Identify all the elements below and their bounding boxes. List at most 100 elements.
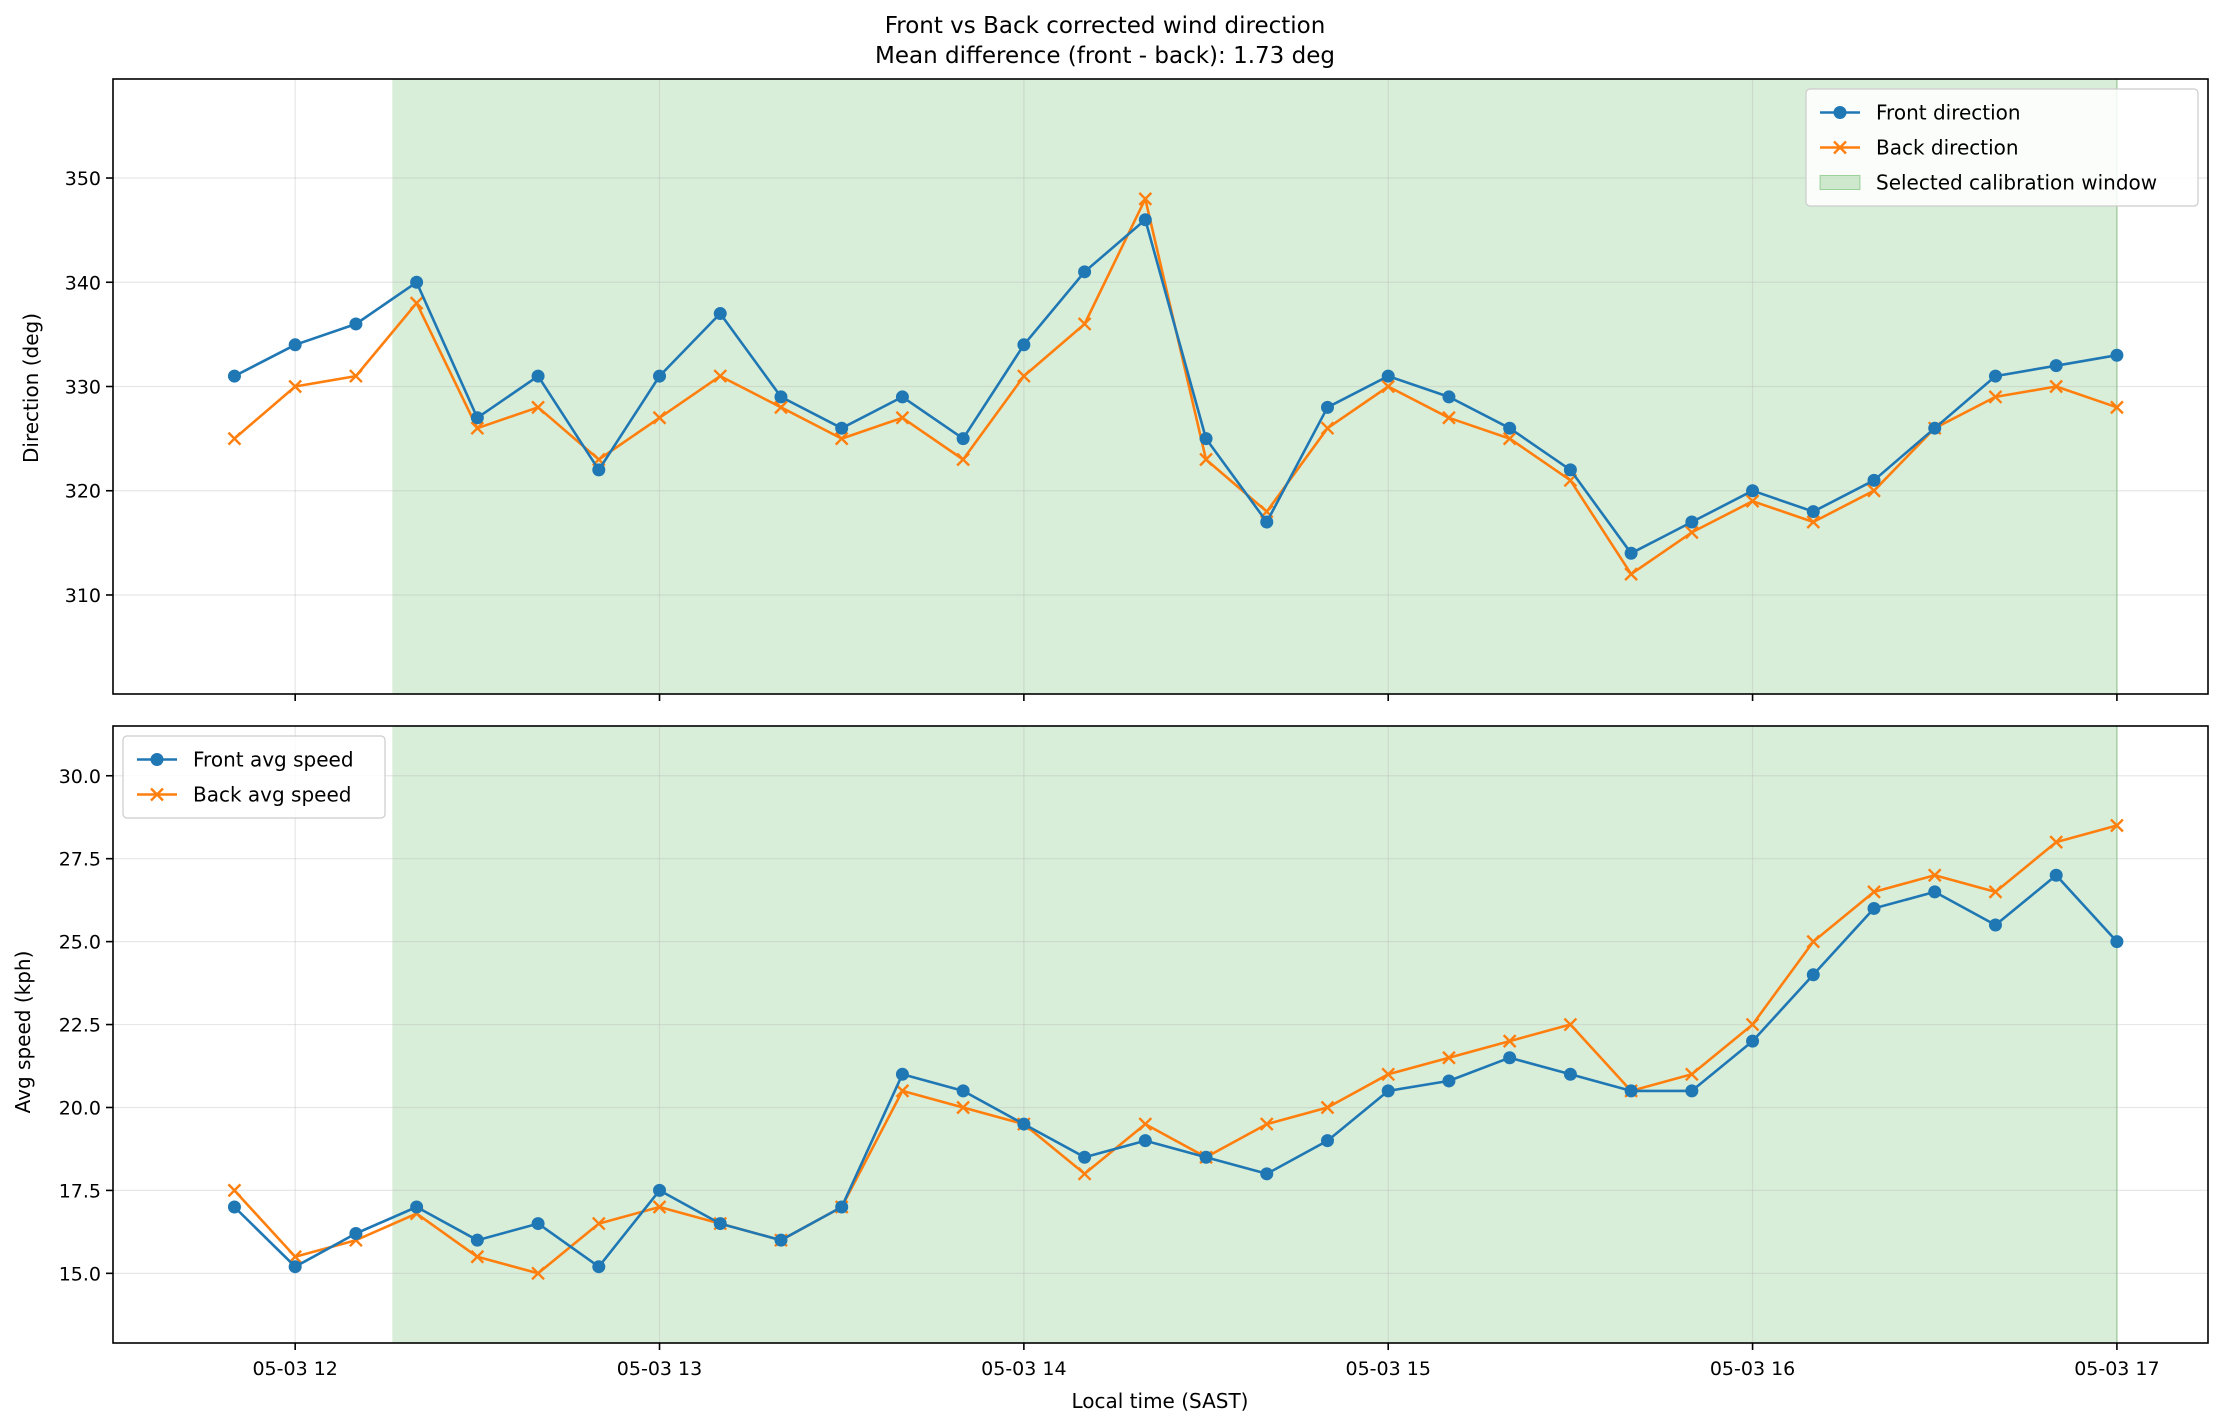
data-point-front [1563, 1067, 1577, 1081]
data-point-back [2110, 818, 2124, 833]
data-point-back [1259, 1117, 1274, 1131]
data-point-back [288, 1249, 303, 1264]
data-point-back [1442, 1050, 1456, 1065]
data-point-back [470, 421, 485, 436]
y-tick-label: 330 [65, 377, 101, 399]
x-tick-label: 05-03 13 [617, 1358, 702, 1380]
legend: Front avg speed Back avg speed [122, 735, 386, 819]
data-point-back [409, 296, 424, 310]
data-point-back [1806, 934, 1821, 949]
data-point-front [653, 369, 667, 383]
data-point-back [531, 400, 545, 415]
legend-marker-circle [150, 753, 164, 766]
data-point-front [2110, 348, 2124, 362]
data-point-front [895, 390, 909, 404]
data-point-back [1017, 369, 1031, 383]
speed-panel: 05-03 12 05-03 13 05-03 14 05-03 15 05-03 16… [59, 725, 2209, 1380]
data-point-front [653, 1183, 667, 1197]
data-point-back [591, 1216, 606, 1231]
chart-title: Front vs Back corrected wind direction [885, 13, 1326, 39]
data-point-front [1381, 369, 1395, 383]
data-point-front [1928, 421, 1942, 435]
data-point-front [227, 369, 241, 383]
data-point-back [652, 1200, 667, 1214]
data-point-back [1624, 567, 1638, 581]
data-point-front [1442, 1074, 1456, 1088]
legend-label: Back avg speed [193, 783, 351, 807]
data-point-front [1867, 473, 1881, 487]
data-point-back [1927, 868, 1942, 883]
data-point-front [956, 1084, 970, 1098]
data-point-front [835, 421, 849, 435]
data-point-back [1745, 1017, 1760, 1032]
y-tick-label: 20.0 [59, 1097, 101, 1119]
legend-marker-x [1833, 140, 1847, 155]
chart-subtitle: Mean difference (front - back): 1.73 deg [875, 43, 1335, 69]
legend-marker-circle [1833, 106, 1847, 119]
data-point-front [410, 275, 424, 289]
data-point-front [1503, 421, 1517, 435]
calibration-window-region [392, 726, 2117, 1343]
data-point-front [1199, 432, 1213, 446]
data-point-back [1077, 317, 1092, 331]
data-point-back [1684, 525, 1699, 540]
y-tick-label: 340 [65, 272, 101, 294]
series-line-front [233, 218, 2118, 555]
data-point-front [410, 1200, 424, 1214]
legend-marker-x [150, 787, 164, 802]
data-point-back [1745, 494, 1760, 509]
data-point-back [713, 369, 728, 383]
data-point-front [2049, 868, 2063, 882]
data-point-front [1624, 1084, 1638, 1098]
data-point-front [1746, 484, 1760, 498]
data-point-front [1017, 1117, 1031, 1131]
legend-box [122, 735, 386, 819]
data-point-front [1078, 1150, 1092, 1164]
y-axis-label-speed: Avg speed (kph) [11, 951, 35, 1114]
data-point-back [1502, 1034, 1517, 1048]
y-tick-label: 350 [65, 168, 101, 190]
data-point-front [1138, 1134, 1152, 1148]
data-point-front [1685, 515, 1699, 529]
data-point-back [1199, 452, 1213, 467]
data-point-back [1381, 379, 1396, 394]
data-point-front [1381, 1084, 1395, 1098]
data-point-front [349, 317, 363, 331]
data-point-front [956, 432, 970, 446]
data-point-back [1867, 885, 1881, 899]
data-point-back [1442, 410, 1456, 425]
y-tick-label: 310 [65, 585, 101, 607]
data-point-front [1988, 369, 2002, 383]
data-point-back [1684, 1067, 1699, 1082]
data-point-back [1138, 192, 1153, 206]
direction-panel: 310 320 330 340 350 Front direction Back direc… [65, 78, 2209, 701]
data-point-back [1502, 431, 1517, 446]
data-point-back [895, 1084, 910, 1098]
data-point-front [2110, 935, 2124, 949]
data-point-front [1138, 213, 1152, 227]
series-line-front [233, 873, 2118, 1268]
x-tick-label: 05-03 17 [2074, 1358, 2159, 1380]
data-point-front [774, 390, 788, 404]
data-point-front [1685, 1084, 1699, 1098]
data-point-front [1320, 1134, 1334, 1148]
data-point-front [1442, 390, 1456, 404]
y-tick-label: 22.5 [59, 1015, 101, 1037]
data-point-back [1563, 1017, 1578, 1032]
legend-label: Front direction [1876, 101, 2021, 125]
data-point-front [713, 1217, 727, 1231]
data-point-front [531, 1217, 545, 1231]
data-point-back [895, 410, 910, 425]
data-point-front [1806, 968, 1820, 982]
data-point-back [2110, 400, 2124, 415]
y-tick-label: 15.0 [59, 1263, 101, 1285]
x-axis-label: Local time (SAST) [1071, 1389, 1248, 1413]
legend: Front direction Back direction Selected ca… [1805, 88, 2199, 207]
data-point-front [835, 1200, 849, 1214]
data-point-back [470, 1249, 485, 1264]
data-point-front [1746, 1034, 1760, 1048]
data-point-front [470, 1233, 484, 1247]
data-point-back [1381, 1067, 1396, 1082]
data-point-front [1260, 1167, 1274, 1181]
